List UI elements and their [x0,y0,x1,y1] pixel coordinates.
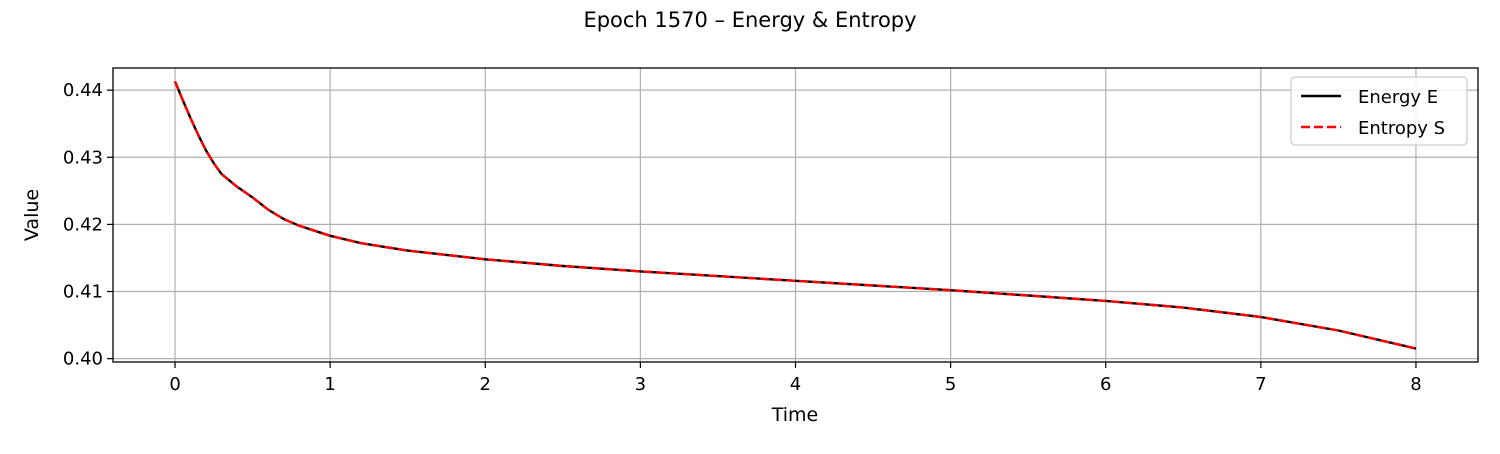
x-tick-label: 8 [1410,374,1421,395]
y-axis-label: Value [21,189,43,241]
x-tick-label: 6 [1100,374,1111,395]
x-tick-label: 5 [945,374,956,395]
grid-lines [113,68,1478,362]
y-axis: 0.40 0.41 0.42 0.43 0.44 [63,80,113,370]
series-lines [173,80,1417,350]
x-axis-label: Time [771,404,819,426]
x-tick-label: 1 [324,374,335,395]
x-tick-label: 0 [169,374,180,395]
x-axis: 0 1 2 3 4 5 6 7 8 [169,362,1422,395]
legend-label: Energy E [1358,87,1438,108]
x-tick-label: 2 [480,374,491,395]
chart-title: Epoch 1570 – Energy & Entropy [583,8,916,32]
y-tick-label: 0.42 [63,214,103,235]
y-tick-label: 0.41 [63,282,103,303]
x-tick-label: 7 [1255,374,1266,395]
x-tick-label: 4 [790,374,801,395]
y-tick-label: 0.43 [63,147,103,168]
y-tick-label: 0.40 [63,349,103,370]
x-tick-label: 3 [635,374,646,395]
series-line-entropy [173,80,1417,350]
y-tick-label: 0.44 [63,80,103,101]
legend: Energy E Entropy S [1290,76,1468,146]
legend-label: Entropy S [1358,118,1445,139]
